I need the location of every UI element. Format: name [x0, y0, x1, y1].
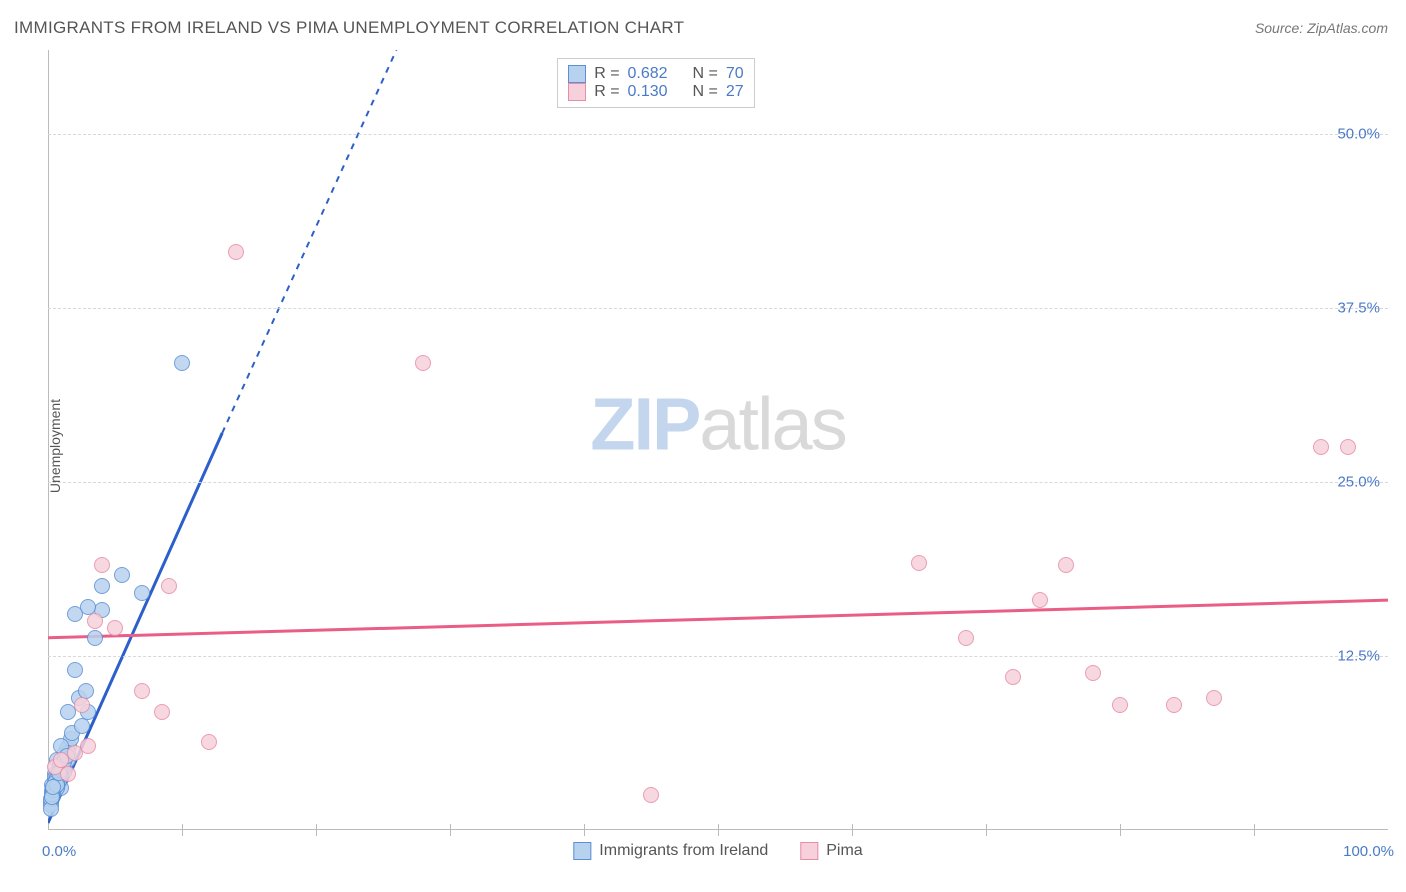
grid-line [48, 134, 1388, 135]
legend-swatch [800, 842, 818, 860]
data-point [60, 766, 76, 782]
r-value: 0.682 [628, 65, 668, 83]
x-tick-0: 0.0% [42, 843, 76, 860]
data-point [87, 630, 103, 646]
y-axis-line [48, 50, 49, 830]
data-point [134, 585, 150, 601]
x-tick [718, 824, 719, 836]
legend-swatch [573, 842, 591, 860]
x-tick [316, 824, 317, 836]
n-value: 27 [726, 83, 744, 101]
data-point [114, 567, 130, 583]
legend-series-item: Pima [800, 842, 862, 860]
watermark-zip: ZIP [590, 383, 699, 466]
data-point [1166, 697, 1182, 713]
n-value: 70 [726, 65, 744, 83]
data-point [80, 738, 96, 754]
r-value: 0.130 [628, 83, 668, 101]
scatter-plot: ZIPatlas R = 0.682 N = 70 R = 0.130 N = … [48, 50, 1388, 830]
data-point [1058, 557, 1074, 573]
n-label: N = [692, 83, 717, 101]
data-point [174, 355, 190, 371]
data-point [201, 734, 217, 750]
data-point [228, 244, 244, 260]
legend-series: Immigrants from Ireland Pima [573, 842, 862, 860]
data-point [1032, 592, 1048, 608]
data-point [1112, 697, 1128, 713]
trend-lines [48, 50, 1388, 830]
data-point [643, 787, 659, 803]
watermark: ZIPatlas [590, 382, 845, 467]
y-tick-label: 25.0% [1337, 473, 1380, 490]
x-tick [584, 824, 585, 836]
legend-swatch [568, 83, 586, 101]
data-point [161, 578, 177, 594]
r-label: R = [594, 65, 619, 83]
legend-stats-row: R = 0.130 N = 27 [568, 83, 743, 101]
data-point [74, 697, 90, 713]
grid-line [48, 656, 1388, 657]
legend-series-item: Immigrants from Ireland [573, 842, 768, 860]
data-point [94, 557, 110, 573]
x-tick [852, 824, 853, 836]
r-label: R = [594, 83, 619, 101]
x-tick [450, 824, 451, 836]
x-tick [1254, 824, 1255, 836]
watermark-atlas: atlas [699, 383, 845, 466]
x-tick [182, 824, 183, 836]
x-tick [986, 824, 987, 836]
data-point [1313, 439, 1329, 455]
legend-series-label: Pima [826, 842, 862, 860]
legend-stats: R = 0.682 N = 70 R = 0.130 N = 27 [557, 58, 754, 108]
data-point [45, 779, 61, 795]
data-point [1005, 669, 1021, 685]
chart-title: IMMIGRANTS FROM IRELAND VS PIMA UNEMPLOY… [14, 18, 684, 38]
data-point [1206, 690, 1222, 706]
data-point [958, 630, 974, 646]
legend-swatch [568, 65, 586, 83]
grid-line [48, 308, 1388, 309]
source-label: Source: ZipAtlas.com [1255, 20, 1388, 36]
data-point [415, 355, 431, 371]
grid-line [48, 482, 1388, 483]
y-tick-label: 50.0% [1337, 125, 1380, 142]
data-point [94, 578, 110, 594]
data-point [107, 620, 123, 636]
data-point [87, 613, 103, 629]
data-point [1085, 665, 1101, 681]
y-tick-label: 12.5% [1337, 647, 1380, 664]
data-point [74, 718, 90, 734]
legend-series-label: Immigrants from Ireland [599, 842, 768, 860]
data-point [1340, 439, 1356, 455]
data-point [134, 683, 150, 699]
n-label: N = [692, 65, 717, 83]
x-tick-100: 100.0% [1343, 843, 1394, 860]
y-tick-label: 37.5% [1337, 299, 1380, 316]
legend-stats-row: R = 0.682 N = 70 [568, 65, 743, 83]
data-point [67, 662, 83, 678]
data-point [911, 555, 927, 571]
data-point [154, 704, 170, 720]
x-tick [1120, 824, 1121, 836]
